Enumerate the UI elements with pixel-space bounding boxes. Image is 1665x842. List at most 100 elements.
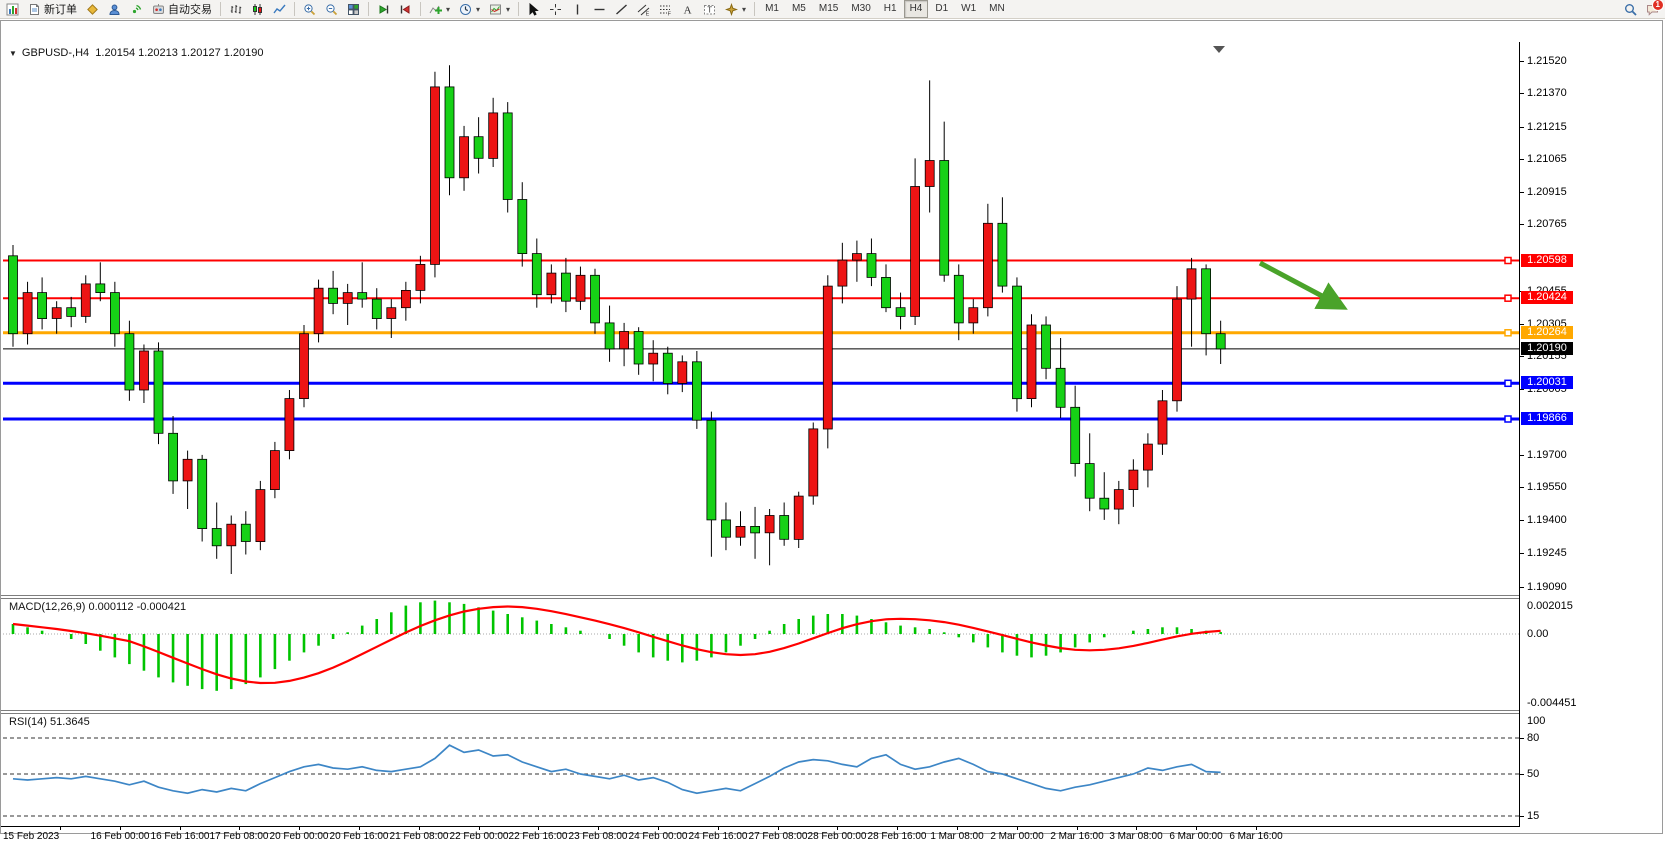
tf-w1-button[interactable]: W1 xyxy=(961,3,977,14)
rsi-label: RSI(14) 51.3645 xyxy=(9,716,90,728)
fibonacci-button[interactable]: F xyxy=(655,0,676,19)
level-line-handle[interactable] xyxy=(1504,379,1512,388)
axis-tick xyxy=(1520,553,1524,554)
zoom-out-button[interactable] xyxy=(321,0,342,19)
line-chart-button[interactable] xyxy=(269,0,290,19)
chart-shift-marker[interactable] xyxy=(1213,46,1225,53)
deposit-button[interactable] xyxy=(82,0,103,19)
text-label-button[interactable]: T xyxy=(699,0,720,19)
price-tick-label: 1.19700 xyxy=(1527,449,1567,461)
new-order-label: 新订单 xyxy=(44,4,77,16)
templates-button[interactable]: ▾ xyxy=(485,0,514,19)
tf-mn-button[interactable]: MN xyxy=(989,3,1005,14)
main-chart-pane[interactable] xyxy=(3,43,1519,596)
search-button[interactable] xyxy=(1620,0,1641,19)
macd-axis-label: 0.00 xyxy=(1527,628,1549,640)
candle xyxy=(852,240,862,282)
trend-arrow-annotation[interactable] xyxy=(1258,260,1348,310)
candle xyxy=(924,80,935,213)
chart-expander-icon[interactable]: ▼ xyxy=(9,49,17,58)
signals-button[interactable] xyxy=(126,0,147,19)
indicators-button[interactable]: ▾ xyxy=(425,0,454,19)
notification-badge: 1 xyxy=(1651,0,1664,11)
new-order-button[interactable]: 新订单 xyxy=(24,0,81,19)
candle xyxy=(1084,433,1095,512)
text-button[interactable]: A xyxy=(677,0,698,19)
chevron-down-icon[interactable]: ▾ xyxy=(476,4,481,14)
community-button[interactable] xyxy=(104,0,125,19)
candle xyxy=(400,281,411,321)
level-line-handle[interactable] xyxy=(1504,329,1512,337)
tf-m30-button[interactable]: M30 xyxy=(851,3,871,14)
candle xyxy=(1128,459,1139,507)
level-line-handle[interactable] xyxy=(1504,294,1512,302)
candle xyxy=(662,346,673,395)
level-line-handle[interactable] xyxy=(1504,256,1512,265)
candle xyxy=(1041,316,1051,380)
cursor-button[interactable] xyxy=(523,0,544,19)
trendline-button[interactable] xyxy=(611,0,632,19)
bars-chart-button[interactable] xyxy=(225,0,246,19)
level-line-handle[interactable] xyxy=(1504,415,1512,423)
macd-indicator-pane[interactable] xyxy=(3,599,1519,711)
tile-windows-icon xyxy=(347,3,360,16)
vertical-line-button[interactable] xyxy=(567,0,588,19)
rsi-indicator-pane[interactable] xyxy=(3,714,1519,826)
tf-h4-button[interactable]: H4 xyxy=(903,0,929,18)
channel-icon: E xyxy=(637,3,650,16)
axis-tick xyxy=(1520,159,1524,160)
candle xyxy=(255,480,266,551)
chevron-down-icon[interactable]: ▾ xyxy=(506,4,511,14)
tf-d1-button[interactable]: D1 xyxy=(935,3,949,14)
chevron-down-icon[interactable]: ▾ xyxy=(446,4,451,14)
autotrade xyxy=(152,3,165,16)
tf-m5-button[interactable]: M5 xyxy=(791,3,806,14)
crosshair-icon xyxy=(549,3,562,16)
auto-scroll-button[interactable] xyxy=(373,0,394,19)
price-tick-label: 1.19550 xyxy=(1527,481,1567,493)
pane-splitter-rsi[interactable] xyxy=(1,710,1519,714)
crosshair-button[interactable] xyxy=(545,0,566,19)
candle xyxy=(968,299,979,334)
tile-windows-button[interactable] xyxy=(343,0,364,19)
tf-m15-button[interactable]: M15 xyxy=(818,3,839,14)
indicators-icon xyxy=(429,3,442,16)
candle xyxy=(1055,338,1066,419)
axis-tick xyxy=(1520,816,1524,817)
time-axis-tick xyxy=(299,826,300,830)
periods-clock-icon xyxy=(459,3,472,16)
pane-splitter-macd[interactable] xyxy=(1,595,1519,599)
channel-button[interactable]: E xyxy=(633,0,654,19)
candle xyxy=(735,511,746,546)
axis-tick xyxy=(1520,389,1524,390)
periods-clock-button[interactable]: ▾ xyxy=(455,0,484,19)
candle xyxy=(997,197,1008,293)
price-tick-label: 1.21520 xyxy=(1527,55,1567,67)
level-price-label: 1.19866 xyxy=(1521,412,1573,425)
arrows-button[interactable]: ▾ xyxy=(721,0,750,19)
macd-label: MACD(12,26,9) 0.000112 -0.000421 xyxy=(9,601,187,613)
candle-chart-button[interactable] xyxy=(247,0,268,19)
candle xyxy=(779,502,790,546)
horizontal-line-button[interactable] xyxy=(589,0,610,19)
chart-shift-button[interactable] xyxy=(395,0,416,19)
tf-h1-button[interactable]: H1 xyxy=(883,3,897,14)
axis-tick xyxy=(1520,224,1524,225)
candle xyxy=(561,257,571,313)
level-price-label: 1.20424 xyxy=(1521,291,1573,304)
autotrading-label: 自动交易 xyxy=(168,4,212,16)
notifications-button[interactable]: 1 xyxy=(1642,0,1664,19)
level-price-label: 1.20264 xyxy=(1521,326,1573,339)
time-axis-tick xyxy=(538,826,539,830)
price-axis[interactable]: 1.21520 1.21370 1.21215 1.21065 1.20915 1.207… xyxy=(1520,41,1665,841)
toolbar-separator xyxy=(368,2,369,16)
tf-m1-button[interactable]: M1 xyxy=(765,3,779,14)
new-chart-button[interactable] xyxy=(2,0,23,19)
chevron-down-icon[interactable]: ▾ xyxy=(742,4,747,14)
candle xyxy=(837,242,848,304)
candle xyxy=(1215,320,1226,364)
candle xyxy=(226,515,237,574)
autotrading-button[interactable]: 自动交易 xyxy=(148,0,216,19)
zoom-in-button[interactable] xyxy=(299,0,320,19)
macd-signal-line xyxy=(12,605,1221,685)
